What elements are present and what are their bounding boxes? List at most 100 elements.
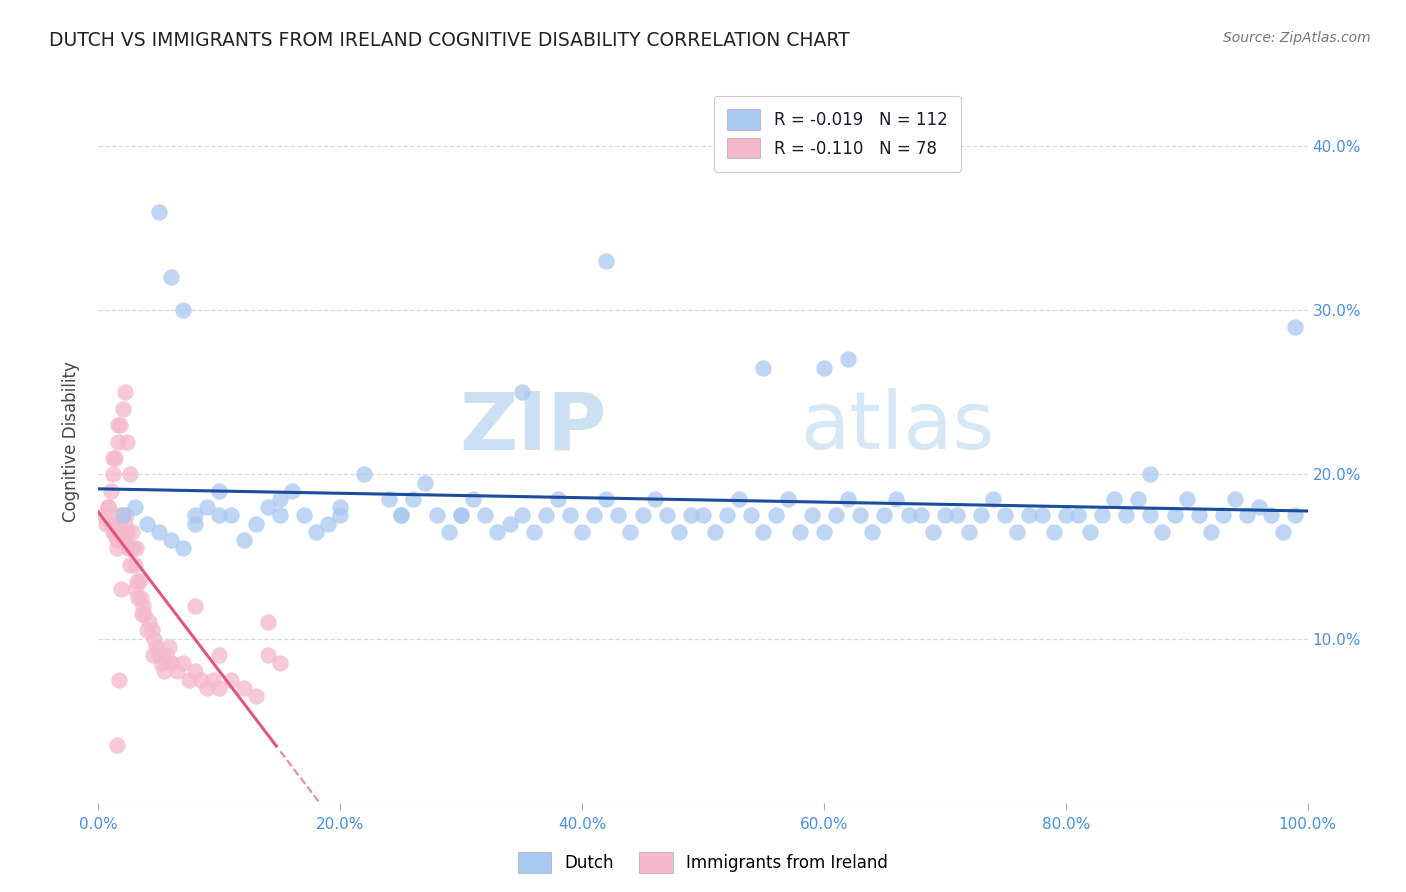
Point	[957, 524, 980, 539]
Point	[160, 533, 183, 547]
Point	[135, 516, 157, 531]
Point	[160, 657, 183, 671]
Point	[115, 508, 138, 523]
Point	[148, 648, 170, 662]
Point	[195, 500, 218, 515]
Point	[595, 491, 617, 506]
Point	[607, 508, 630, 523]
Point	[107, 418, 129, 433]
Point	[208, 681, 231, 695]
Point	[389, 508, 412, 523]
Point	[873, 508, 896, 523]
Legend: R = -0.019   N = 112, R = -0.110   N = 78: R = -0.019 N = 112, R = -0.110 N = 78	[714, 95, 960, 171]
Point	[886, 491, 908, 506]
Point	[946, 508, 969, 523]
Point	[704, 524, 727, 539]
Point	[105, 533, 128, 547]
Point	[148, 204, 170, 219]
Point	[118, 541, 141, 556]
Point	[1175, 491, 1198, 506]
Point	[510, 385, 533, 400]
Point	[1139, 508, 1161, 523]
Point	[135, 624, 157, 638]
Point	[813, 524, 835, 539]
Point	[112, 533, 135, 547]
Point	[1042, 524, 1064, 539]
Point	[110, 524, 132, 539]
Point	[800, 508, 823, 523]
Point	[837, 491, 859, 506]
Point	[143, 632, 166, 646]
Point	[125, 541, 148, 556]
Point	[101, 524, 124, 539]
Point	[184, 599, 207, 613]
Point	[486, 524, 509, 539]
Point	[981, 491, 1004, 506]
Text: atlas: atlas	[800, 388, 994, 467]
Point	[111, 401, 134, 416]
Point	[118, 467, 141, 482]
Point	[107, 434, 129, 449]
Point	[150, 657, 173, 671]
Point	[837, 352, 859, 367]
Point	[994, 508, 1017, 523]
Point	[583, 508, 606, 523]
Point	[122, 541, 145, 556]
Point	[93, 508, 115, 523]
Point	[534, 508, 557, 523]
Point	[256, 500, 278, 515]
Point	[208, 648, 231, 662]
Point	[221, 673, 243, 687]
Point	[413, 475, 436, 490]
Point	[776, 491, 799, 506]
Point	[595, 253, 617, 268]
Point	[450, 508, 472, 523]
Point	[1128, 491, 1150, 506]
Point	[208, 483, 231, 498]
Point	[111, 508, 134, 523]
Point	[1102, 491, 1125, 506]
Point	[121, 524, 143, 539]
Point	[184, 665, 207, 679]
Point	[389, 508, 412, 523]
Point	[117, 434, 139, 449]
Point	[142, 648, 165, 662]
Point	[1007, 524, 1029, 539]
Point	[498, 516, 520, 531]
Point	[269, 491, 291, 506]
Point	[281, 483, 304, 498]
Point	[124, 500, 146, 515]
Point	[1284, 319, 1306, 334]
Point	[752, 360, 775, 375]
Point	[547, 491, 569, 506]
Point	[172, 657, 194, 671]
Point	[1067, 508, 1090, 523]
Point	[108, 673, 131, 687]
Point	[245, 689, 267, 703]
Point	[269, 508, 291, 523]
Point	[114, 516, 136, 531]
Text: DUTCH VS IMMIGRANTS FROM IRELAND COGNITIVE DISABILITY CORRELATION CHART: DUTCH VS IMMIGRANTS FROM IRELAND COGNITI…	[49, 31, 851, 50]
Point	[100, 483, 122, 498]
Point	[129, 591, 152, 605]
Point	[437, 524, 460, 539]
Point	[679, 508, 702, 523]
Point	[1139, 467, 1161, 482]
Point	[120, 541, 142, 556]
Point	[179, 673, 201, 687]
Point	[208, 508, 231, 523]
Point	[305, 524, 328, 539]
Point	[970, 508, 993, 523]
Point	[118, 558, 141, 572]
Point	[172, 541, 194, 556]
Point	[124, 582, 146, 597]
Point	[172, 303, 194, 318]
Point	[232, 533, 254, 547]
Point	[329, 508, 352, 523]
Point	[256, 615, 278, 630]
Point	[716, 508, 738, 523]
Point	[256, 648, 278, 662]
Point	[668, 524, 690, 539]
Point	[1018, 508, 1040, 523]
Point	[221, 508, 243, 523]
